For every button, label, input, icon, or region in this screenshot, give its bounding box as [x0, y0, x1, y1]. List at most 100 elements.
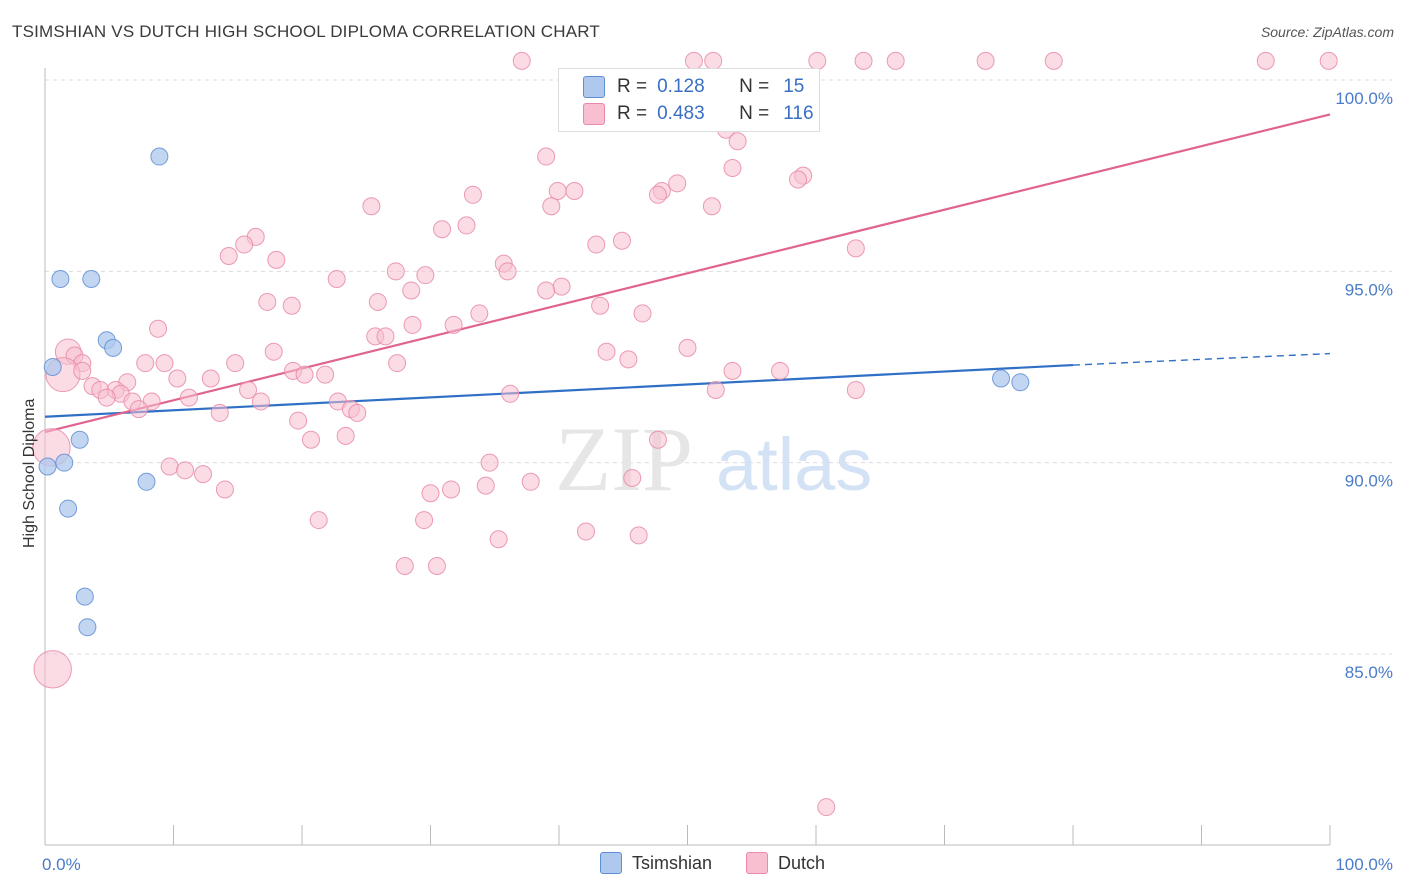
watermark-zip: ZIP — [555, 408, 693, 510]
dutch-point — [648, 430, 667, 449]
tsimshian-point — [1011, 373, 1030, 392]
dutch-point — [282, 296, 301, 315]
dutch-point — [402, 281, 421, 300]
dutch-point — [706, 380, 725, 399]
dutch-point — [301, 430, 320, 449]
dutch-point — [348, 403, 367, 422]
dutch-point — [723, 159, 742, 178]
dutch-point — [433, 220, 452, 239]
dutch-point — [886, 51, 905, 70]
dutch-point — [668, 174, 687, 193]
dutch-point — [591, 296, 610, 315]
tsimshian-point — [75, 587, 94, 606]
x-tick-label: 100.0% — [1335, 855, 1393, 874]
dutch-point — [316, 365, 335, 384]
r-value: 0.483 — [657, 103, 705, 124]
dutch-point — [421, 484, 440, 503]
legend-item-tsimshian: Tsimshian — [600, 852, 712, 874]
dutch-point — [73, 361, 92, 380]
dutch-point — [552, 277, 571, 296]
dutch-point — [704, 51, 723, 70]
dutch-point — [415, 511, 434, 530]
dutch-point — [251, 392, 270, 411]
n-label: N = — [739, 76, 770, 97]
dutch-point — [33, 650, 72, 689]
dutch-point — [327, 269, 346, 288]
dutch-point — [817, 798, 836, 817]
dutch-point — [210, 403, 229, 422]
legend-label: Dutch — [778, 852, 826, 873]
legend-item-dutch: Dutch — [746, 852, 825, 874]
dutch-trend-line — [44, 113, 1331, 434]
x-tick-labels: 0.0% 100.0% — [42, 855, 1393, 874]
y-tick-label: 90.0% — [1345, 472, 1393, 491]
tsimshian-point — [43, 358, 62, 376]
dutch-point — [470, 304, 489, 323]
dutch-point — [512, 51, 531, 70]
dutch-point — [808, 51, 827, 70]
correlation-legend: R = 0.128 N = 15 R = 0.483 N = 116 — [558, 68, 820, 132]
tsimshian-point — [78, 618, 97, 637]
dutch-point — [854, 51, 873, 70]
tsimshian-point — [104, 338, 123, 357]
dutch-point — [376, 327, 395, 346]
dutch-point — [388, 354, 407, 373]
dutch-point — [521, 472, 540, 491]
y-tick-label: 95.0% — [1345, 280, 1393, 299]
dutch-point — [1319, 51, 1338, 70]
dutch-point — [149, 319, 168, 338]
dutch-point — [362, 197, 381, 216]
tsimshian-trend-extension — [1072, 352, 1331, 366]
dutch-point — [176, 461, 195, 480]
dutch-point — [215, 480, 234, 499]
dutch-point — [976, 51, 995, 70]
dutch-point — [489, 530, 508, 549]
dutch-point — [403, 315, 422, 334]
dutch-swatch — [746, 852, 769, 874]
dutch-point — [427, 556, 446, 575]
dutch-point — [648, 185, 667, 204]
dutch-point — [457, 216, 476, 235]
dutch-point — [480, 453, 499, 472]
dutch-point — [619, 350, 638, 369]
dutch-point — [537, 147, 556, 166]
dutch-point — [289, 411, 308, 430]
dutch-point — [476, 476, 495, 495]
legend-row-tsimshian: R = 0.128 N = 15 — [583, 75, 804, 99]
chart-title: TSIMSHIAN VS DUTCH HIGH SCHOOL DIPLOMA C… — [12, 22, 601, 41]
dutch-point — [723, 361, 742, 380]
dutch-point — [702, 197, 721, 216]
dutch-point — [597, 342, 616, 361]
trend-lines — [44, 113, 1331, 434]
dutch-point — [576, 522, 595, 541]
data-points — [32, 51, 1338, 817]
dutch-point — [129, 400, 148, 419]
dutch-point — [1044, 51, 1063, 70]
tsimshian-point — [59, 499, 78, 518]
dutch-point — [587, 235, 606, 254]
dutch-point — [155, 354, 174, 373]
dutch-point — [267, 250, 286, 269]
tsimshian-point — [51, 269, 70, 288]
dutch-point — [537, 281, 556, 300]
dutch-point — [789, 170, 808, 189]
source-label: Source: ZipAtlas.com — [1260, 24, 1394, 40]
dutch-point — [160, 457, 179, 476]
dutch-point — [771, 361, 790, 380]
dutch-point — [309, 511, 328, 530]
dutch-point — [336, 426, 355, 445]
y-axis-title: High School Diploma — [21, 398, 38, 548]
tsimshian-point — [70, 430, 89, 449]
dutch-point — [565, 181, 584, 200]
dutch-point — [386, 262, 405, 281]
tsimshian-point — [992, 369, 1011, 388]
dutch-point — [498, 262, 517, 281]
series-legend: Tsimshian Dutch — [600, 852, 859, 874]
legend-label: Tsimshian — [632, 852, 713, 873]
dutch-swatch — [583, 103, 605, 125]
tsimshian-point — [150, 147, 169, 166]
x-tick-label: 0.0% — [42, 855, 81, 874]
dutch-point — [295, 365, 314, 384]
dutch-point — [416, 266, 435, 285]
